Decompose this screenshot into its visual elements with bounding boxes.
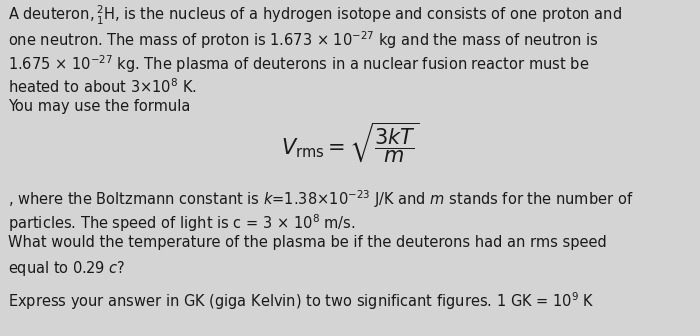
Text: A deuteron,$\,^2_1$H, is the nucleus of a hydrogen isotope and consists of one p: A deuteron,$\,^2_1$H, is the nucleus of … [8,4,622,27]
Text: 1.675 $\times$ 10$^{-27}$ kg. The plasma of deuterons in a nuclear fusion reacto: 1.675 $\times$ 10$^{-27}$ kg. The plasma… [8,53,589,75]
Text: heated to about 3$\times$10$^8$ K.: heated to about 3$\times$10$^8$ K. [8,77,197,96]
Text: , where the Boltzmann constant is $k$=1.38$\times$10$^{-23}$ J/K and $m$ stands : , where the Boltzmann constant is $k$=1.… [8,188,634,210]
Text: one neutron. The mass of proton is 1.673 $\times$ 10$^{-27}$ kg and the mass of : one neutron. The mass of proton is 1.673… [8,29,598,51]
Text: What would the temperature of the plasma be if the deuterons had an rms speed: What would the temperature of the plasma… [8,235,607,250]
Text: particles. The speed of light is c = 3 $\times$ 10$^8$ m/s.: particles. The speed of light is c = 3 $… [8,212,356,234]
Text: Express your answer in GK (giga Kelvin) to two significant figures. 1 GK = 10$^9: Express your answer in GK (giga Kelvin) … [8,290,594,312]
Text: equal to 0.29 $c$?: equal to 0.29 $c$? [8,259,125,278]
Text: $V_{\rm rms} = \sqrt{\dfrac{3kT}{m}}$: $V_{\rm rms} = \sqrt{\dfrac{3kT}{m}}$ [281,121,419,165]
Text: You may use the formula: You may use the formula [8,99,190,114]
